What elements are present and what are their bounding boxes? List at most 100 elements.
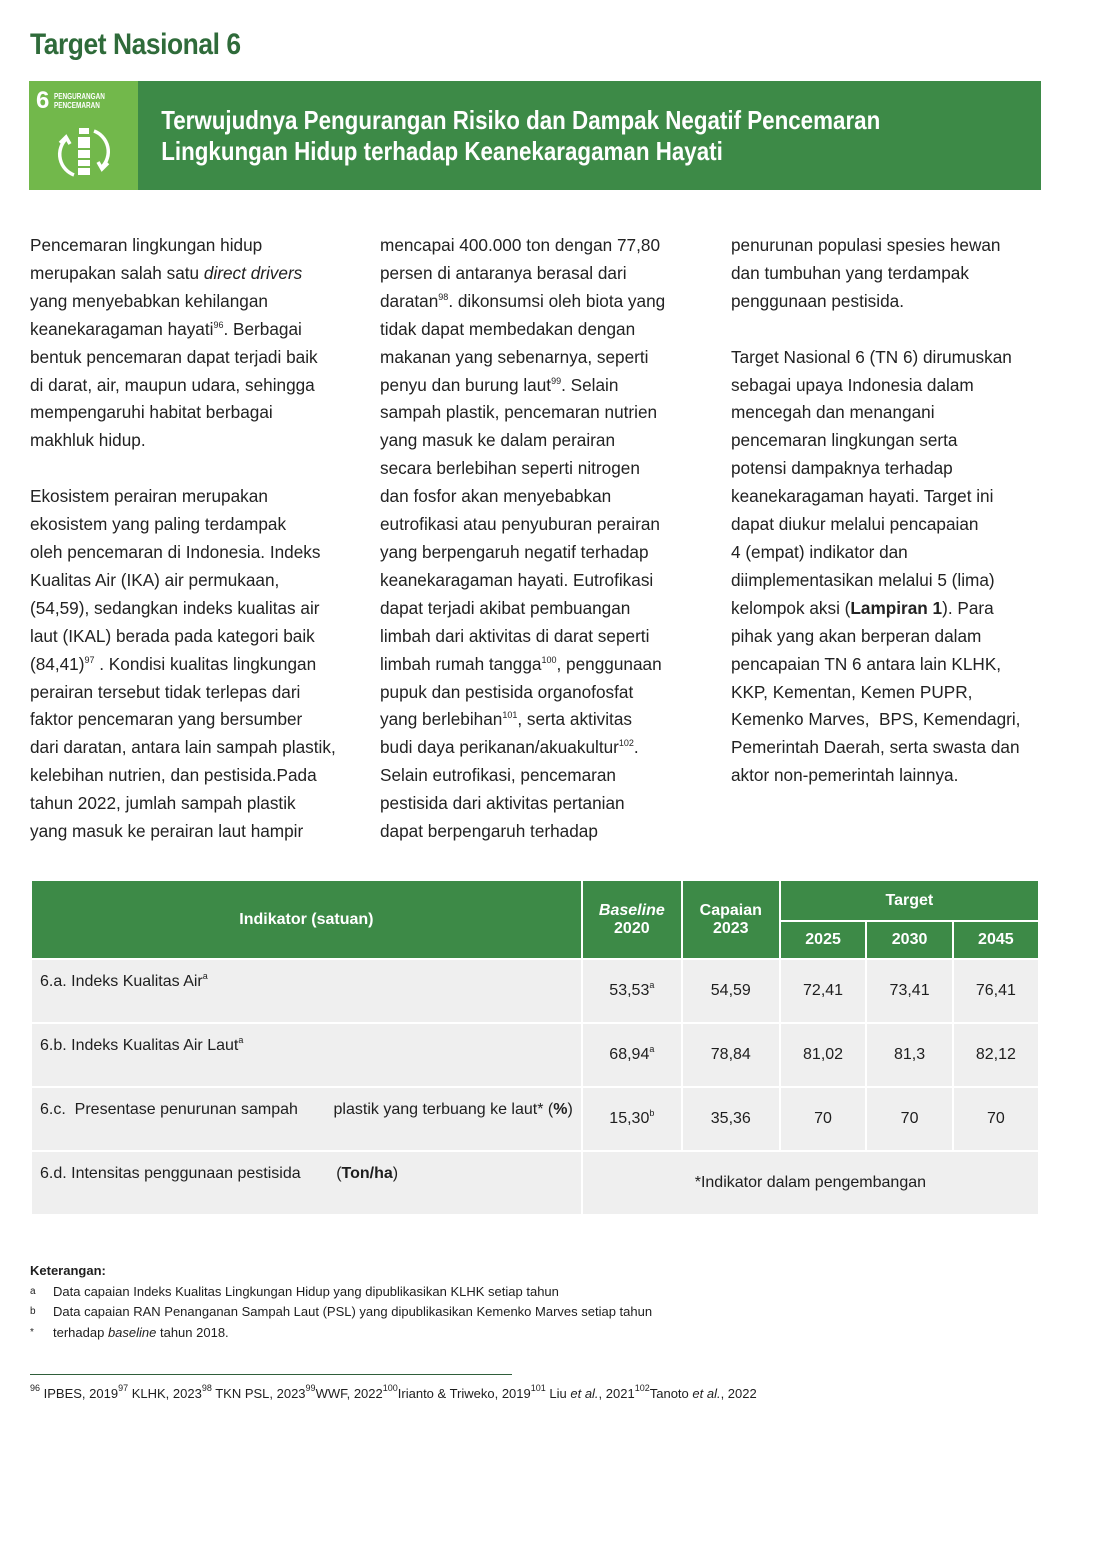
- superscript: 97: [84, 654, 95, 665]
- baseline-value: 53,53a: [580, 958, 683, 1024]
- text-line: diimplementasikan melalui 5 (lima): [731, 569, 995, 590]
- italic-text: et al.: [692, 1386, 721, 1401]
- text-line: yang masuk ke dalam perairan: [380, 430, 616, 451]
- text-line: 6.c. Presentase penurunan sampah: [40, 1101, 298, 1118]
- superscript: 96: [30, 1383, 41, 1393]
- text-line: dan tumbuhan yang terdampak: [731, 262, 969, 283]
- note-mark: b: [30, 1306, 36, 1317]
- italic-text: direct drivers: [203, 262, 303, 283]
- indicator-label: 6.c. Presentase penurunan sampah plastik…: [30, 1086, 583, 1152]
- superscript: 102: [634, 1383, 650, 1393]
- text-line: limbah rumah tangga100, penggunaan: [380, 653, 662, 674]
- text-line: mempengaruhi habitat berbagai: [30, 402, 273, 423]
- text-line: pestisida dari aktivitas pertanian: [380, 793, 625, 814]
- note-mark: a: [30, 1285, 36, 1297]
- bold-text: %: [553, 1101, 568, 1118]
- text-line: 98 TKN PSL, 2023: [201, 1383, 306, 1402]
- text-line: penggunaan pestisida.: [731, 290, 904, 311]
- target-2030-value: 70: [865, 1086, 954, 1152]
- text-line: 96 IPBES, 2019: [30, 1383, 119, 1402]
- text-line: di darat, air, maupun udara, sehingga: [30, 374, 315, 395]
- text-line: pihak yang akan berperan dalam: [731, 625, 982, 646]
- banner-heading: Terwujudnya Pengurangan Risiko dan Dampa…: [161, 105, 881, 166]
- development-note: *Indikator dalam pengembangan: [580, 1150, 1041, 1216]
- text-line: kelebihan nutrien, dan pestisida.Pada: [30, 765, 317, 786]
- note-mark: *: [30, 1326, 34, 1338]
- text-line: Target Nasional 6 (TN 6) dirumuskan: [731, 346, 1012, 367]
- keterangan-item: * terhadap baseline tahun 2018.: [30, 1323, 652, 1344]
- keterangan: Keterangan: a Data capaian Indeks Kualita…: [30, 1261, 652, 1343]
- text-line: bentuk pencemaran dapat terjadi baik: [30, 346, 318, 367]
- text-line: pencapaian TN 6 antara lain KLHK,: [731, 653, 1002, 674]
- target-2030-value: 73,41: [865, 958, 954, 1024]
- text-line: persen di antaranya berasal dari: [380, 262, 627, 283]
- keterangan-item: b Data capaian RAN Penanganan Sampah Laut…: [30, 1302, 652, 1323]
- text-line: (84,41)97 . Kondisi kualitas lingkungan: [30, 653, 317, 674]
- footnotes: 96 IPBES, 201997 KLHK, 202398 TKN PSL, 2…: [30, 1384, 757, 1405]
- target-banner: 6 PENGURANGAN PENCEMARAN Terwujudnya Peng…: [29, 81, 1041, 190]
- header-baseline: Baseline 2020: [580, 879, 683, 960]
- header-indikator: Indikator (satuan): [30, 879, 583, 960]
- text-line: tidak dapat membedakan dengan: [380, 318, 636, 339]
- text-line: yang berlebihan101, serta aktivitas: [380, 709, 632, 730]
- text-line: Kualitas Air (IKA) air permukaan,: [30, 569, 280, 590]
- baseline-value: 15,30b: [580, 1086, 683, 1152]
- text-line: perairan tersebut tidak terlepas dari: [30, 681, 301, 702]
- bottle-recycle-icon: [57, 128, 111, 177]
- indicator-label: 6.d. Intensitas penggunaan pestisida (To…: [30, 1150, 583, 1216]
- text-line: mencapai 400.000 ton dengan 77,80: [380, 235, 661, 255]
- text-line: oleh pencemaran di Indonesia. Indeks: [30, 541, 321, 562]
- text-line: limbah dari aktivitas di darat seperti: [380, 625, 650, 646]
- capaian-value: 78,84: [680, 1022, 781, 1088]
- text-line: makhluk hidup.: [30, 430, 146, 451]
- text-line: makanan yang sebenarnya, seperti: [380, 346, 649, 367]
- superscript: 98: [201, 1383, 212, 1393]
- text-line: 102Tanoto et al., 2022: [634, 1383, 757, 1402]
- text-line: penyu dan burung laut99. Selain: [380, 374, 619, 395]
- footnote-divider: [30, 1374, 512, 1375]
- text-line: dapat diukur melalui pencapaian: [731, 514, 979, 535]
- text-line: 99WWF, 2022: [305, 1383, 383, 1402]
- superscript: a: [202, 971, 208, 981]
- text-line: kelompok aksi (Lampiran 1). Para: [731, 597, 994, 618]
- sdg-badge: 6 PENGURANGAN PENCEMARAN: [29, 81, 138, 190]
- sdg-number: 6: [36, 87, 50, 114]
- capaian-value: 35,36: [680, 1086, 781, 1152]
- text-column-3: penurunan populasi spesies hewan dan tumb…: [731, 232, 1071, 790]
- bold-text: Ton/ha: [341, 1165, 393, 1182]
- indicator-table: Indikator (satuan) Baseline 2020 Capaian…: [30, 879, 1041, 1216]
- indicator-label: 6.a. Indeks Kualitas Aira: [30, 958, 583, 1024]
- superscript: 99: [305, 1383, 316, 1393]
- text-line: Ekosistem perairan merupakan: [30, 486, 268, 507]
- text-line: 101 Liu et al., 2021: [530, 1383, 635, 1402]
- baseline-value: 68,94a: [580, 1022, 683, 1088]
- target-2025-value: 81,02: [778, 1022, 868, 1088]
- capaian-value: 54,59: [680, 958, 781, 1024]
- text-line: Selain eutrofikasi, pencemaran: [380, 765, 616, 786]
- text-line: plastik yang terbuang ke laut* (%): [297, 1101, 573, 1118]
- text-line: dan fosfor akan menyebabkan: [380, 486, 612, 507]
- note-text: Data capaian RAN Penanganan Sampah Laut …: [53, 1304, 653, 1319]
- text-line: 100Irianto & Triweko, 2019: [382, 1383, 531, 1402]
- text-line: KKP, Kementan, Kemen PUPR,: [731, 681, 973, 702]
- text-line: 6.b. Indeks Kualitas Air Lauta: [40, 1035, 244, 1055]
- header-target: Target: [778, 879, 1041, 922]
- table-row: 6.c. Presentase penurunan sampah plastik…: [30, 1086, 1041, 1152]
- text-line: pupuk dan pestisida organofosfat: [380, 681, 634, 702]
- header-2025: 2025: [778, 920, 868, 960]
- italic-text: baseline: [107, 1324, 157, 1340]
- note-text: terhadap baseline tahun 2018.: [53, 1324, 229, 1340]
- text-line: ekosistem yang paling terdampak: [30, 514, 287, 535]
- target-2025-value: 72,41: [778, 958, 868, 1024]
- text-line: potensi dampaknya terhadap: [731, 458, 953, 479]
- superscript: 99: [551, 375, 562, 386]
- table-row: 6.b. Indeks Kualitas Air Lauta 68,94a 78…: [30, 1022, 1041, 1088]
- text-line: secara berlebihan seperti nitrogen: [380, 458, 640, 479]
- italic-text: et al.: [570, 1386, 599, 1401]
- text-line: 97 KLHK, 2023: [118, 1383, 202, 1402]
- text-line: tahun 2022, jumlah sampah plastik: [30, 793, 296, 814]
- superscript: 101: [530, 1383, 546, 1393]
- target-2025-value: 70: [778, 1086, 868, 1152]
- bold-text: Lampiran 1: [850, 597, 943, 618]
- text-line: eutrofikasi atau penyuburan perairan: [380, 514, 660, 535]
